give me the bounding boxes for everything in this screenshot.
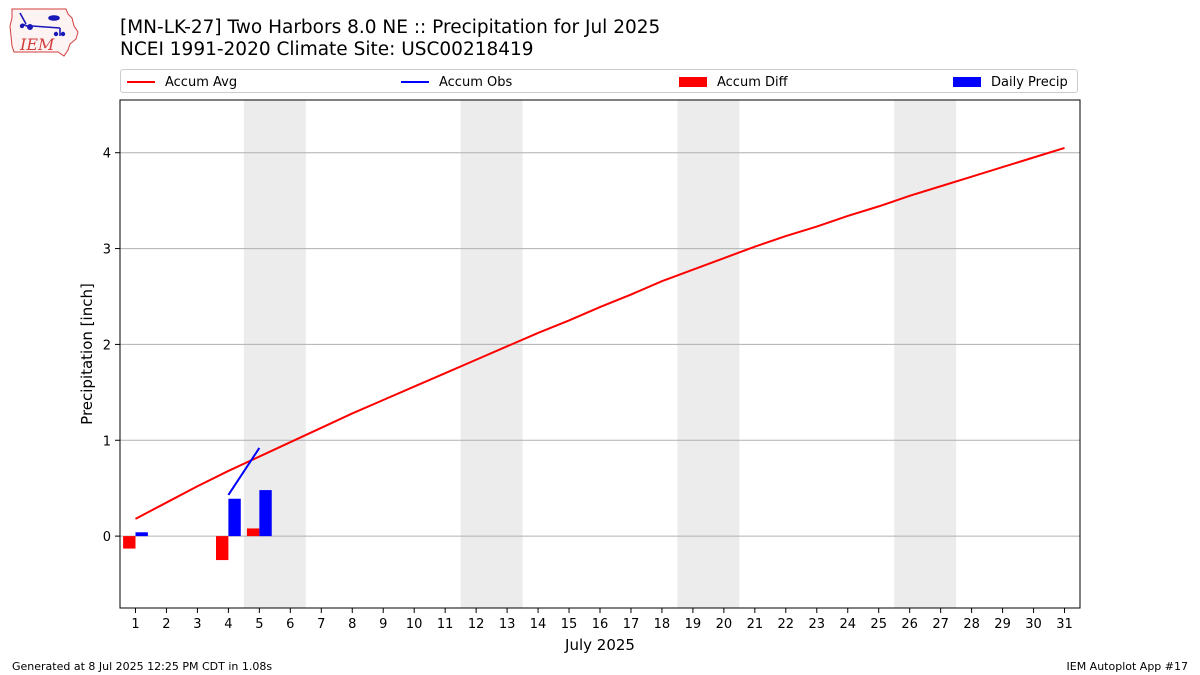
x-tick-label: 31 [1056,617,1073,632]
legend-item-accum-obs: Accum Obs [401,70,512,94]
x-tick-label: 9 [379,617,387,632]
legend-swatch-accum-obs [401,81,429,83]
legend-item-accum-avg: Accum Avg [127,70,237,94]
generated-timestamp: Generated at 8 Jul 2025 12:25 PM CDT in … [12,660,273,673]
x-tick-label: 11 [437,617,454,632]
app-id: IEM Autoplot App #17 [1066,660,1189,673]
x-tick-label: 5 [255,617,263,632]
x-tick-label: 1 [131,617,139,632]
accum-diff-bar [246,528,260,537]
bars [123,490,272,561]
x-tick-label: 27 [932,617,949,632]
x-tick-label: 8 [348,617,356,632]
x-tick-label: 18 [654,617,671,632]
x-tick-label: 15 [561,617,578,632]
iem-logo-text: IEM [19,35,55,54]
x-tick-label: 21 [747,617,764,632]
series-lines [135,146,1065,520]
x-tick-label: 4 [224,617,232,632]
accum-avg-line [135,146,1065,520]
x-tick-label: 28 [963,617,980,632]
x-tick-label: 6 [286,617,294,632]
x-tick-label: 10 [406,617,423,632]
x-tick-label: 13 [499,617,516,632]
x-axis-label: July 2025 [564,636,635,654]
weekend-band [677,100,740,608]
weekend-band [243,100,306,608]
legend-item-accum-diff: Accum Diff [679,70,788,94]
legend-swatch-accum-diff [679,77,707,87]
x-tick-label: 30 [1025,617,1042,632]
accum-diff-bar [216,536,229,561]
iowa-outline-icon [9,8,79,57]
x-tick-label: 3 [193,617,201,632]
x-tick-label: 22 [778,617,795,632]
y-tick-label: 0 [103,530,111,545]
legend-label-accum-obs: Accum Obs [439,74,513,90]
legend-label-accum-avg: Accum Avg [165,74,238,90]
x-tick-label: 17 [623,617,640,632]
x-tick-label: 23 [809,617,826,632]
daily-precip-bar [228,498,241,537]
y-tick-label: 3 [103,243,111,258]
chart-title: [MN-LK-27] Two Harbors 8.0 NE :: Precipi… [120,17,661,38]
x-axis-ticks: 1 2 3 4 5 6 7 8 9 10 11 12 13 14 15 16 17 18 19 20 21 22 23 24 2… [131,608,1073,632]
y-tick-label: 4 [103,147,111,162]
legend-swatch-daily-precip [953,77,981,87]
x-tick-label: 29 [994,617,1011,632]
y-axis-ticks: 0 1 2 3 4 [103,147,120,545]
x-tick-label: 25 [870,617,887,632]
x-tick-label: 2 [162,617,170,632]
x-tick-label: 12 [468,617,485,632]
accum-diff-bar [123,536,136,549]
iem-logo: IEM [9,8,79,57]
weekend-shading [243,100,957,608]
legend-item-daily-precip: Daily Precip [953,70,1068,94]
legend-swatch-accum-avg [127,81,155,83]
chart-legend: Accum Avg Accum Obs Accum Diff Daily Pre… [120,69,1078,93]
x-tick-label: 14 [530,617,547,632]
legend-label-accum-diff: Accum Diff [717,74,788,90]
x-tick-label: 7 [317,617,325,632]
accum-obs-line [227,447,261,496]
weekend-band [894,100,957,608]
y-tick-label: 1 [103,434,111,449]
legend-label-daily-precip: Daily Precip [991,74,1068,90]
weather-station-icon [19,12,66,37]
chart-subtitle: NCEI 1991-2020 Climate Site: USC00218419 [120,39,534,60]
x-tick-label: 16 [592,617,609,632]
x-tick-label: 20 [716,617,733,632]
x-tick-label: 26 [901,617,918,632]
daily-precip-bar [259,490,272,537]
x-tick-label: 19 [685,617,702,632]
x-tick-label: 24 [839,617,856,632]
daily-precip-bar [135,532,148,537]
y-axis-label: Precipitation [inch] [78,283,96,425]
grid-lines [120,152,1080,537]
y-tick-label: 2 [103,338,111,353]
